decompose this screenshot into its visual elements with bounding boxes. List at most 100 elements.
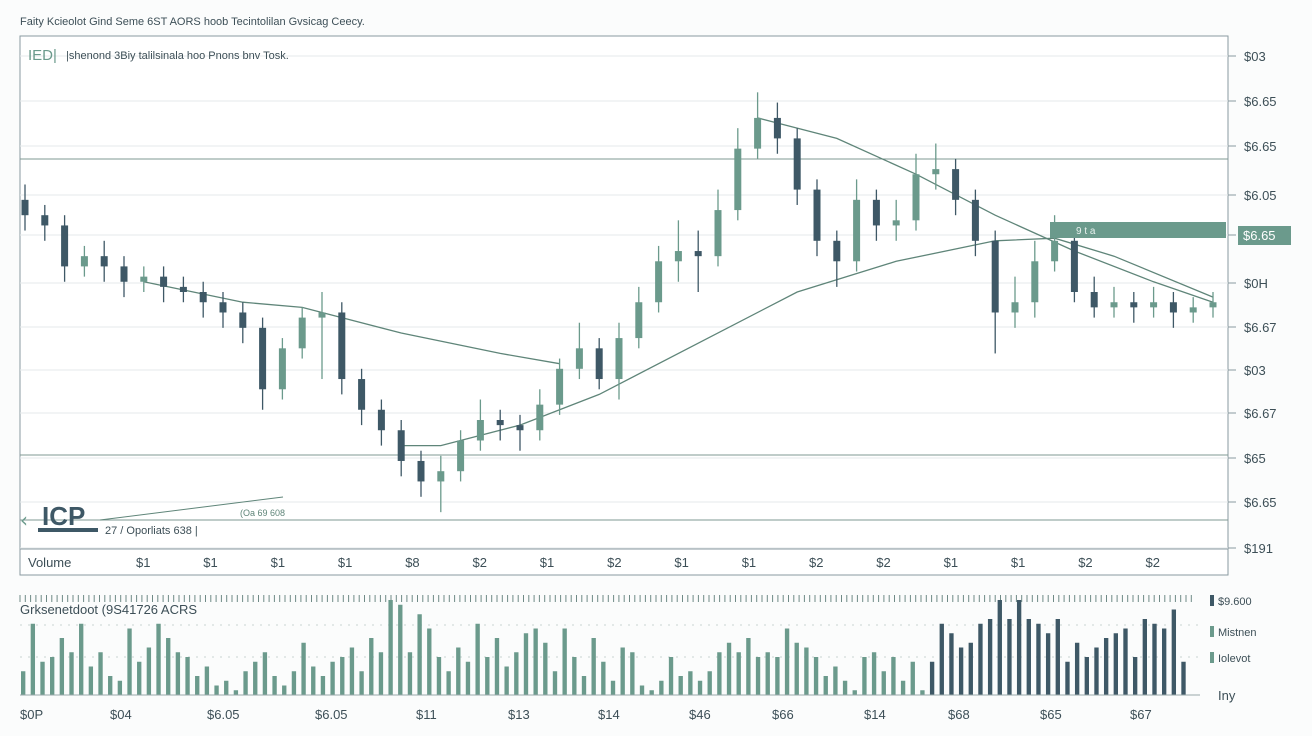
back-arrow-icon[interactable]: ‹ — [20, 508, 28, 532]
x-tick-label: $1 — [944, 555, 958, 570]
candle-body — [417, 460, 425, 482]
volume-bar — [765, 652, 770, 695]
volume-bar — [388, 600, 393, 695]
annotation-sub: 27 / Oporliats 638 | — [105, 525, 198, 537]
candle-body — [80, 256, 88, 267]
volume-bar — [398, 604, 403, 695]
candle — [1150, 286, 1158, 318]
candle — [358, 368, 366, 426]
x-tick-label: $2 — [1078, 555, 1092, 570]
candle — [397, 420, 405, 477]
volume-bar — [50, 657, 55, 695]
candle — [833, 230, 841, 287]
x-tick-label: $2 — [809, 555, 823, 570]
x-tick-label: $1 — [271, 555, 285, 570]
volume-x-tick-label: $6.05 — [315, 707, 348, 722]
volume-bar — [21, 671, 26, 695]
candle-body — [358, 379, 366, 410]
x-tick-label: $2 — [1146, 555, 1160, 570]
y-tick-label: $6.65 — [1244, 139, 1277, 154]
candle — [298, 307, 306, 359]
candle — [991, 230, 999, 354]
grid-lines — [20, 55, 1228, 549]
candle — [377, 399, 385, 446]
volume-bar — [842, 680, 848, 695]
volume-bar — [262, 652, 268, 695]
volume-bar — [436, 657, 442, 695]
candle — [694, 230, 702, 292]
volume-bar — [533, 628, 538, 695]
volume-chart: $0P $04 $6.05 $6.05 $11 $13 $14 $46 $66 $14 $68 $65… — [19, 595, 1257, 722]
candle-body — [556, 368, 564, 405]
y-tick-label: $03 — [1244, 49, 1266, 64]
volume-bar — [1036, 623, 1041, 695]
candle — [179, 276, 187, 303]
volume-bar — [514, 652, 519, 695]
candle — [457, 430, 465, 482]
candle — [1070, 230, 1078, 303]
annotation-line — [99, 496, 284, 521]
candle — [219, 292, 227, 328]
candle — [259, 317, 267, 410]
volume-bar — [1094, 647, 1099, 695]
volume-bar — [79, 623, 84, 695]
current-price-label: $6.65 — [1243, 228, 1276, 243]
candle — [160, 266, 168, 303]
candle-body — [199, 292, 207, 303]
candle-body — [1070, 240, 1078, 292]
volume-bar — [291, 671, 297, 695]
moving-average-line — [757, 117, 1214, 303]
candle — [615, 322, 623, 400]
volume-bar — [1161, 628, 1167, 695]
candle — [635, 286, 643, 349]
candle-body — [694, 251, 702, 257]
volume-bar — [833, 666, 838, 695]
candle-body — [437, 471, 445, 482]
volume-bar — [630, 652, 635, 695]
volume-bar — [726, 642, 732, 695]
volume-bar — [1084, 657, 1089, 695]
volume-bar — [804, 647, 809, 695]
volume-bar — [59, 638, 65, 695]
volume-x-tick-label: $46 — [689, 707, 711, 722]
volume-bar — [494, 638, 500, 695]
y-tick-label: $65 — [1244, 451, 1266, 466]
volume-bar — [562, 628, 567, 695]
volume-bar — [185, 657, 190, 695]
candle-body — [496, 420, 504, 426]
candle — [556, 358, 564, 415]
candle-body — [259, 327, 267, 390]
candle — [674, 220, 682, 282]
candle-body — [872, 199, 880, 226]
volume-x-tick-label: $0P — [20, 707, 43, 722]
volume-bar — [978, 623, 983, 695]
y-tick-label: $03 — [1244, 363, 1266, 378]
volume-bar — [688, 671, 693, 695]
candle — [912, 153, 920, 231]
volume-bar — [301, 642, 306, 695]
candle — [971, 189, 979, 257]
candle — [655, 245, 663, 313]
candle — [1209, 292, 1217, 318]
volume-bar — [417, 614, 422, 695]
volume-bar — [253, 661, 258, 695]
legend-text: |shenond 3Biy talilsinala hoo Pnons bnv … — [66, 50, 289, 62]
candle — [278, 338, 286, 400]
ticker-underline — [38, 528, 98, 532]
candle — [318, 292, 326, 380]
volume-bar — [1074, 642, 1080, 695]
volume-bar — [243, 671, 248, 695]
candle-body — [397, 430, 405, 461]
volume-bar — [88, 666, 94, 695]
candle — [61, 215, 69, 282]
volume-bar — [1181, 661, 1186, 695]
candle-body — [1209, 302, 1217, 308]
candle — [496, 409, 504, 441]
x-axis-ticks: $1 $1 $1 $1 $8 $2 $1 $2 $1 $1 $2 $2 $1 $1 $2 $2 — [136, 555, 1160, 570]
volume-bar — [1171, 609, 1177, 695]
candle — [80, 245, 88, 277]
candle-body — [457, 440, 465, 472]
chart-title: Faity Kcieolot Gind Seme 6ST AORS hoob T… — [20, 16, 365, 28]
candle — [595, 338, 603, 390]
volume-bar — [794, 642, 799, 695]
